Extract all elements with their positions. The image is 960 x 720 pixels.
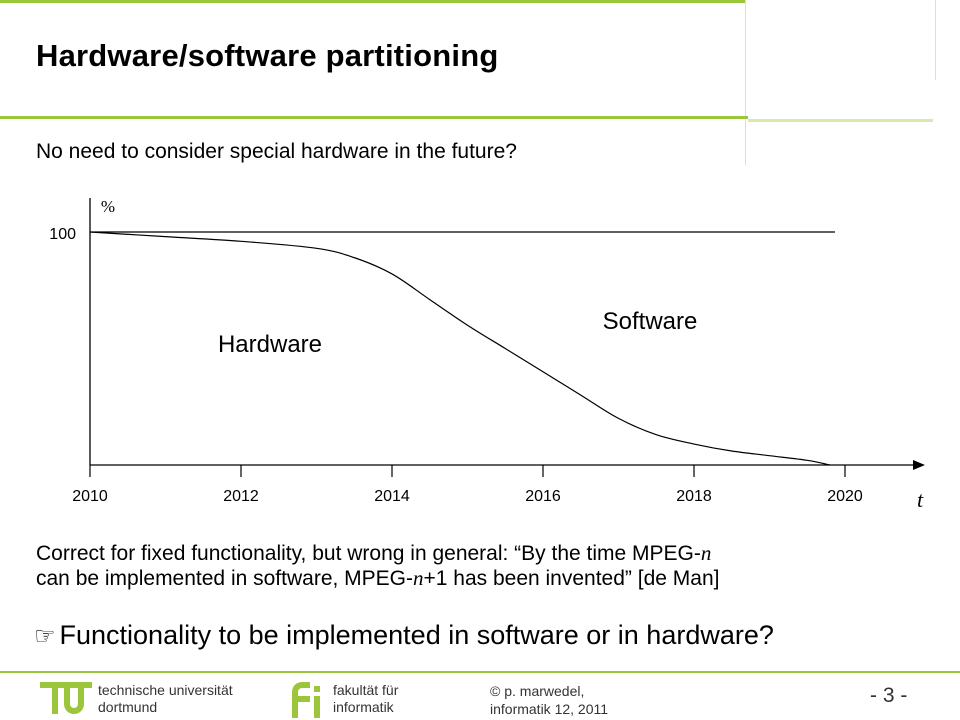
university-name: technische universität dortmund (98, 682, 233, 715)
tu-logo (40, 682, 92, 714)
partitioning-chart: 100% 2010 2012 2014 2016 2018 2020 t Hardware Sof… (49, 197, 925, 512)
title-corner-panel (745, 0, 960, 165)
copyright-icon: © (490, 683, 501, 699)
corner-divider (748, 119, 933, 122)
slide-title: Hardware/software partitioning (36, 38, 499, 73)
body-line-1: Correct for fixed functionality, but wro… (36, 541, 712, 565)
body-text: Correct for fixed functionality, but wro… (36, 541, 916, 591)
chart-marks (89, 231, 831, 466)
fi-logo (292, 682, 320, 718)
x-tick-label: 2020 (827, 488, 863, 505)
pointing-hand-icon: ☞ (34, 622, 56, 650)
x-tick-label: 2016 (525, 488, 561, 505)
x-axis-arrow (913, 460, 925, 470)
x-tick-label: 2014 (374, 488, 410, 505)
x-tick-label: 2012 (223, 488, 259, 505)
corner-divider (935, 0, 936, 80)
title-underline (0, 116, 748, 119)
y-axis-label: % (101, 197, 115, 216)
conclusion: ☞ Functionality to be implemented in soft… (34, 620, 774, 651)
x-axis-label: t (917, 487, 924, 512)
conclusion-text: Functionality to be implemented in softw… (59, 620, 774, 650)
corner-divider (745, 0, 746, 165)
slide-subtitle: No need to consider special hardware in … (36, 140, 517, 163)
chart-axes (89, 198, 925, 477)
page-number: - 3 - (870, 684, 908, 707)
software-label: Software (603, 308, 698, 335)
copyright: © p. marwedel, informatik 12, 2011 (490, 683, 609, 717)
faculty-name: fakultät für informatik (333, 682, 399, 715)
footer-line (0, 671, 960, 673)
top-accent-line (0, 0, 748, 3)
hardware-software-curve (89, 231, 831, 466)
chart-labels: 100% 2010 2012 2014 2016 2018 2020 t Hardware Sof… (49, 197, 924, 512)
body-line-2: can be implemented in software, MPEG-n+1… (36, 566, 720, 590)
y-tick-label: 100 (49, 226, 76, 243)
x-tick-label: 2010 (72, 488, 108, 505)
hardware-label: Hardware (218, 331, 322, 358)
x-tick-label: 2018 (676, 488, 712, 505)
